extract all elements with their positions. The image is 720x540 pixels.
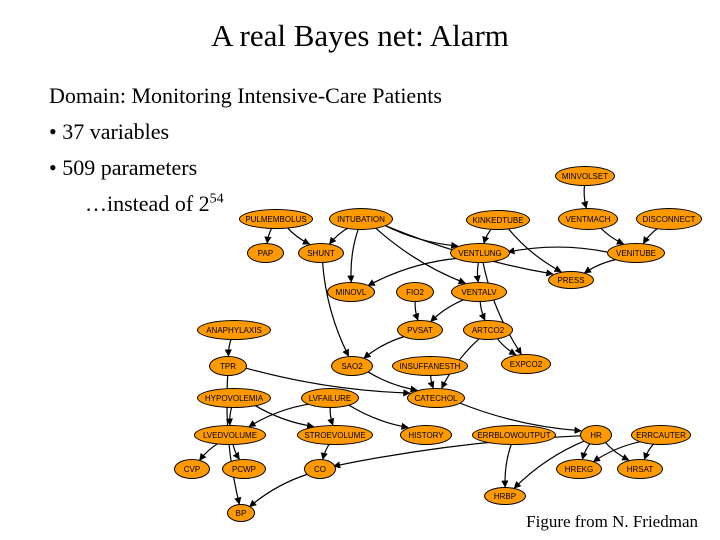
node-bp: BP <box>227 504 255 522</box>
node-pcwp: PCWP <box>222 459 266 479</box>
node-cvp: CVP <box>174 459 210 479</box>
node-anaphylaxis: ANAPHYLAXIS <box>197 320 271 340</box>
node-minovl: MINOVL <box>327 282 375 302</box>
node-history: HISTORY <box>400 425 452 445</box>
node-fio2: FIO2 <box>396 282 434 302</box>
edge-artco2-expco2 <box>496 337 515 354</box>
node-hypovolemia: HYPOVOLEMIA <box>197 388 271 408</box>
edge-intubation-minovl <box>351 228 359 282</box>
node-ventlung: VENTLUNG <box>450 243 510 263</box>
node-sao2: SAO2 <box>331 356 373 376</box>
node-shunt: SHUNT <box>298 243 344 263</box>
edge-ventalv-pvsat <box>431 299 466 321</box>
slide-title: A real Bayes net: Alarm <box>0 18 720 54</box>
edge-ventalv-artco2 <box>480 300 485 320</box>
edge-pulmembolus-pap <box>267 227 272 243</box>
node-insuffanesth: INSUFFANESTH <box>392 356 468 376</box>
bullet-2: • 509 parameters <box>49 155 197 181</box>
node-co: CO <box>304 459 336 479</box>
node-press: PRESS <box>548 271 594 289</box>
node-errblowoutput: ERRBLOWOUTPUT <box>472 425 556 445</box>
node-stroevolume: STROEVOLUME <box>297 425 373 445</box>
edge-venitube-press <box>584 259 617 273</box>
edge-lvedvolume-cvp <box>200 443 220 461</box>
edge-pvsat-sao2 <box>364 336 406 358</box>
edge-shunt-sao2 <box>322 261 348 356</box>
node-hr: HR <box>580 425 612 445</box>
edge-lvfailure-lvedvolume <box>249 404 311 427</box>
edge-hypovolemia-stroevolume <box>253 404 313 426</box>
node-disconnect: DISCONNECT <box>636 208 702 230</box>
edge-fio2-pvsat <box>415 300 418 320</box>
edge-pulmembolus-shunt <box>286 227 309 245</box>
node-pulmembolus: PULMEMBOLUS <box>239 209 313 229</box>
edge-intubation-ventlung <box>383 225 457 246</box>
edge-ventlung-ventalv <box>477 261 478 282</box>
edge-ventlung-expco2 <box>483 261 522 354</box>
edge-hr-hrsat <box>604 441 629 460</box>
node-minvolset: MINVOLSET <box>555 166 615 186</box>
node-intubation: INTUBATION <box>329 208 393 230</box>
figure-credit: Figure from N. Friedman <box>526 512 698 532</box>
node-venitube: VENITUBE <box>607 243 665 263</box>
edge-lvedvolume-pcwp <box>233 443 240 459</box>
edge-stroevolume-co <box>323 443 330 459</box>
node-ventmach: VENTMACH <box>558 208 618 230</box>
edge-venitube-ventlung <box>508 247 607 252</box>
edge-errcauter-hrsat <box>644 443 654 459</box>
node-lvedvolume: LVEDVOLUME <box>194 425 266 445</box>
edge-disconnect-venitube <box>643 228 658 244</box>
edge-anaphylaxis-tpr <box>228 338 231 356</box>
edge-errblowoutput-hrbp <box>505 443 512 487</box>
node-lvfailure: LVFAILURE <box>301 388 359 408</box>
edge-kinkedtube-ventlung <box>484 228 492 243</box>
edge-hypovolemia-lvedvolume <box>230 406 232 425</box>
node-pvsat: PVSAT <box>397 320 443 340</box>
edge-layer <box>0 0 720 540</box>
node-expco2: EXPCO2 <box>501 354 551 374</box>
bullet-3-sup: 54 <box>210 192 224 207</box>
edge-hr-hrekg <box>582 443 590 460</box>
node-kinkedtube: KINKEDTUBE <box>466 210 530 230</box>
node-tpr: TPR <box>209 356 247 376</box>
node-hrekg: HREKG <box>556 459 602 479</box>
bullet-1: • 37 variables <box>49 119 169 145</box>
intro-line: Domain: Monitoring Intensive-Care Patien… <box>49 83 442 109</box>
edge-intubation-shunt <box>330 227 349 244</box>
edge-lvfailure-stroevolume <box>330 406 333 425</box>
edge-co-bp <box>250 474 308 507</box>
node-artco2: ARTCO2 <box>463 320 513 340</box>
node-ventalv: VENTALV <box>451 282 507 302</box>
node-pap: PAP <box>247 243 284 263</box>
node-hrbp: HRBP <box>484 487 526 505</box>
bullet-3-text: …instead of 2 <box>85 191 210 216</box>
edge-ventmach-venitube <box>600 227 624 244</box>
edge-kinkedtube-press <box>507 227 561 271</box>
edge-minvolset-ventmach <box>584 184 586 208</box>
node-catechol: CATECHOL <box>407 388 465 408</box>
bullet-3: …instead of 254 <box>85 191 224 217</box>
edge-lvfailure-history <box>347 404 408 428</box>
edge-insuffanesth-catechol <box>431 374 434 388</box>
node-hrsat: HRSAT <box>617 459 663 479</box>
node-errcauter: ERRCAUTER <box>631 425 691 445</box>
